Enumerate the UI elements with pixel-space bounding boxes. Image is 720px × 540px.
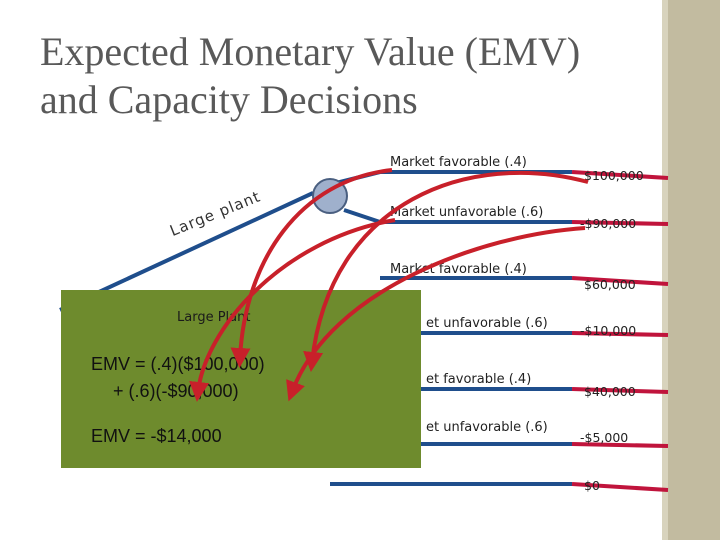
payoff-connector-1 <box>571 170 669 180</box>
title-line-2: and Capacity Decisions <box>40 77 418 122</box>
payoff-connector-5 <box>571 387 669 394</box>
payoff-6: -$5,000 <box>580 430 629 445</box>
payoff-5: $40,000 <box>584 384 636 399</box>
payoff-7: $0 <box>584 478 600 493</box>
branch-label-6: et unfavorable (.6) <box>426 420 548 435</box>
arrow-probability-favorable <box>230 168 393 368</box>
payoff-connector-7 <box>571 482 669 492</box>
payoff-1: $100,000 <box>584 168 644 183</box>
emv-box: Large Plant EMV = (.4)($100,000) + (.6)(… <box>61 290 421 468</box>
arrow-payoff-favorable <box>303 170 589 372</box>
title-line-1: Expected Monetary Value (EMV) <box>40 29 581 74</box>
branch-label-5: et favorable (.4) <box>426 372 532 387</box>
branch-label-2: Market unfavorable (.6) <box>390 205 544 220</box>
emv-result: EMV = -$14,000 <box>91 426 222 446</box>
payoff-4: -$10,000 <box>580 323 637 338</box>
payoff-2: -$90,000 <box>580 216 637 231</box>
branch-label-4: et unfavorable (.6) <box>426 316 548 331</box>
branch-line-2 <box>343 208 381 224</box>
payoff-connector-4 <box>571 331 669 337</box>
decorative-sidebar <box>668 0 720 540</box>
branch-label-1: Market favorable (.4) <box>390 155 527 170</box>
chance-node <box>312 178 348 214</box>
payoff-3: $60,000 <box>584 277 636 292</box>
payoff-connector-2 <box>571 220 669 226</box>
arrow-payoff-unfavorable <box>286 226 586 402</box>
payoff-connector-3 <box>571 276 669 286</box>
payoff-connector-6 <box>571 442 669 448</box>
branch-label-3: Market favorable (.4) <box>390 262 527 277</box>
emv-formula-line-1: EMV = (.4)($100,000) <box>91 354 265 374</box>
sidebar-edge <box>662 0 668 540</box>
arrow-probability-unfavorable <box>189 218 396 402</box>
slide-title: Expected Monetary Value (EMV) and Capaci… <box>40 28 660 124</box>
